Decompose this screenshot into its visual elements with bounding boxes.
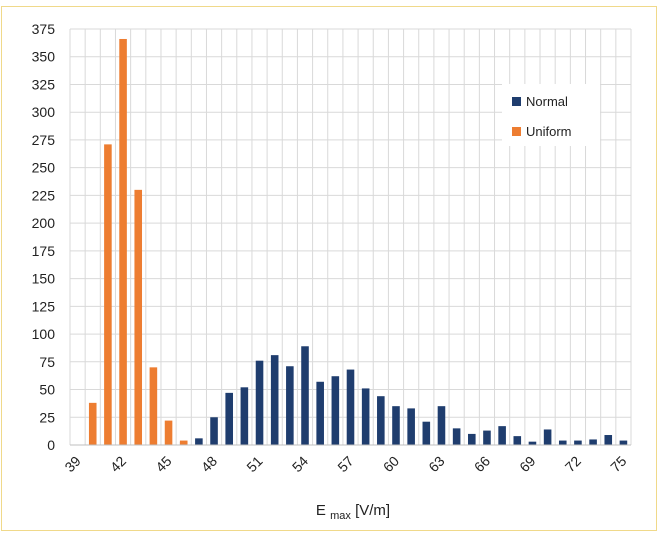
- y-tick-label: 350: [32, 49, 56, 65]
- x-tick-label: 66: [471, 453, 493, 475]
- bar-normal-75: [619, 440, 628, 445]
- bar-uniform-40: [88, 402, 97, 445]
- bar-normal-47: [195, 438, 203, 445]
- x-tick-label: 72: [562, 453, 584, 475]
- y-tick-label: 375: [32, 21, 56, 37]
- bar-normal-61: [407, 408, 415, 445]
- bar-uniform-46: [179, 440, 188, 445]
- bar-normal-48: [210, 417, 218, 445]
- bar-normal-56: [331, 376, 340, 445]
- legend-label-normal: Normal: [526, 94, 568, 109]
- bar-normal-53: [286, 366, 294, 445]
- bar-normal-73: [589, 439, 597, 445]
- x-tick-label: 54: [289, 453, 311, 475]
- bar-normal-66: [483, 430, 491, 445]
- legend-label-uniform: Uniform: [526, 124, 572, 139]
- x-tick-label: 42: [107, 453, 129, 475]
- y-tick-label: 325: [32, 76, 56, 92]
- x-tick-label: 75: [607, 453, 629, 475]
- y-tick-label: 300: [32, 104, 56, 120]
- bar-normal-74: [604, 435, 613, 445]
- bars: [88, 38, 628, 445]
- y-tick-label: 225: [32, 187, 56, 203]
- bar-normal-70: [543, 429, 552, 445]
- x-tick-label: 45: [152, 453, 174, 475]
- legend-swatch-normal: [512, 97, 521, 106]
- x-axis-title: E max [V/m]: [316, 502, 390, 523]
- bar-uniform-45: [164, 420, 173, 445]
- x-tick-labels: 39 42 45 48 51 54 57 60 63 66 69 72 75: [61, 453, 629, 475]
- x-axis-title-unit: [V/m]: [355, 502, 390, 519]
- bar-uniform-41: [104, 144, 112, 445]
- legend-swatch-uniform: [512, 127, 521, 136]
- x-axis-title-main: E: [316, 502, 326, 519]
- bar-normal-60: [392, 406, 400, 445]
- y-tick-label: 200: [32, 215, 56, 231]
- bar-normal-63: [437, 406, 446, 445]
- y-tick-label: 150: [32, 271, 56, 287]
- bar-normal-55: [316, 381, 324, 445]
- bar-uniform-43: [134, 189, 143, 445]
- x-tick-label: 60: [380, 453, 402, 475]
- bar-normal-54: [301, 346, 309, 445]
- bar-normal-72: [574, 440, 582, 445]
- y-tick-label: 275: [32, 132, 56, 148]
- bar-normal-68: [513, 436, 522, 445]
- bar-normal-62: [422, 421, 431, 445]
- x-tick-label: 57: [334, 453, 356, 475]
- bar-normal-67: [498, 426, 506, 445]
- x-tick-label: 51: [243, 453, 265, 475]
- x-tick-label: 63: [425, 453, 447, 475]
- x-tick-label: 69: [516, 453, 538, 475]
- y-tick-label: 250: [32, 160, 56, 176]
- bar-normal-57: [346, 369, 355, 445]
- y-tick-label: 75: [39, 354, 55, 370]
- bar-normal-69: [528, 441, 537, 445]
- bar-normal-51: [255, 360, 264, 445]
- bar-uniform-44: [149, 367, 158, 445]
- bar-normal-50: [240, 387, 249, 445]
- y-tick-label: 175: [32, 243, 56, 259]
- bar-normal-52: [270, 355, 279, 445]
- y-tick-label: 25: [39, 409, 55, 425]
- x-tick-label: 39: [61, 453, 83, 475]
- y-tick-label: 50: [39, 382, 55, 398]
- x-axis-title-sub: max: [330, 510, 351, 522]
- bar-normal-65: [468, 433, 476, 445]
- y-tick-label: 125: [32, 298, 56, 314]
- y-tick-label: 0: [47, 437, 55, 453]
- bar-normal-59: [377, 396, 385, 445]
- x-tick-label: 48: [198, 453, 220, 475]
- legend: Normal Uniform: [502, 84, 600, 146]
- bar-normal-71: [558, 440, 567, 445]
- bar-normal-58: [361, 388, 370, 445]
- y-tick-label: 100: [32, 326, 56, 342]
- y-tick-labels: 0 25 50 75 100 125 150 175 200 225 250 275 300 325 350…: [32, 21, 56, 453]
- bar-normal-49: [225, 392, 233, 445]
- bar-normal-64: [452, 428, 461, 445]
- bar-uniform-42: [119, 38, 127, 445]
- gridlines: [69, 28, 632, 445]
